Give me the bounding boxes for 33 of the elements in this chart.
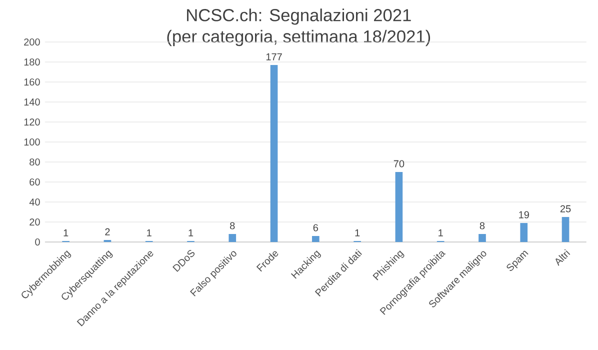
- bar: [478, 234, 486, 242]
- y-tick-label: 20: [30, 218, 40, 226]
- data-label: 70: [394, 160, 404, 168]
- y-tick-label: 180: [24, 58, 40, 66]
- data-label: 177: [266, 53, 282, 60]
- y-tick-label: 60: [30, 178, 40, 186]
- data-label: 8: [230, 222, 235, 230]
- bar: [520, 223, 528, 242]
- data-label: 1: [355, 229, 360, 236]
- data-label: 2: [105, 228, 110, 236]
- y-tick-label: 0: [35, 238, 40, 246]
- bar: [228, 234, 236, 242]
- bar: [562, 217, 570, 242]
- bar: [270, 65, 278, 242]
- y-tick-label: 160: [24, 78, 40, 86]
- y-tick-label: 200: [24, 38, 40, 46]
- bar: [395, 172, 403, 242]
- data-label: 1: [188, 229, 194, 236]
- y-tick-label: 40: [29, 198, 40, 206]
- data-label: 19: [519, 211, 529, 218]
- data-label: 6: [313, 224, 318, 232]
- data-label: 1: [147, 229, 152, 236]
- data-label: 8: [480, 222, 485, 230]
- chart-subtitle: (per categoria, settimana 18/2021): [167, 30, 430, 46]
- y-tick-label: 120: [24, 118, 40, 126]
- data-label: 1: [438, 229, 443, 236]
- data-label: 1: [64, 229, 68, 236]
- data-label: 25: [560, 205, 571, 212]
- chart-title: NCSC.ch: Segnalazioni 2021: [187, 8, 411, 25]
- y-tick-label: 100: [24, 138, 40, 146]
- y-tick-label: 140: [24, 98, 40, 106]
- bar: [312, 236, 320, 242]
- y-tick-label: 80: [30, 158, 40, 166]
